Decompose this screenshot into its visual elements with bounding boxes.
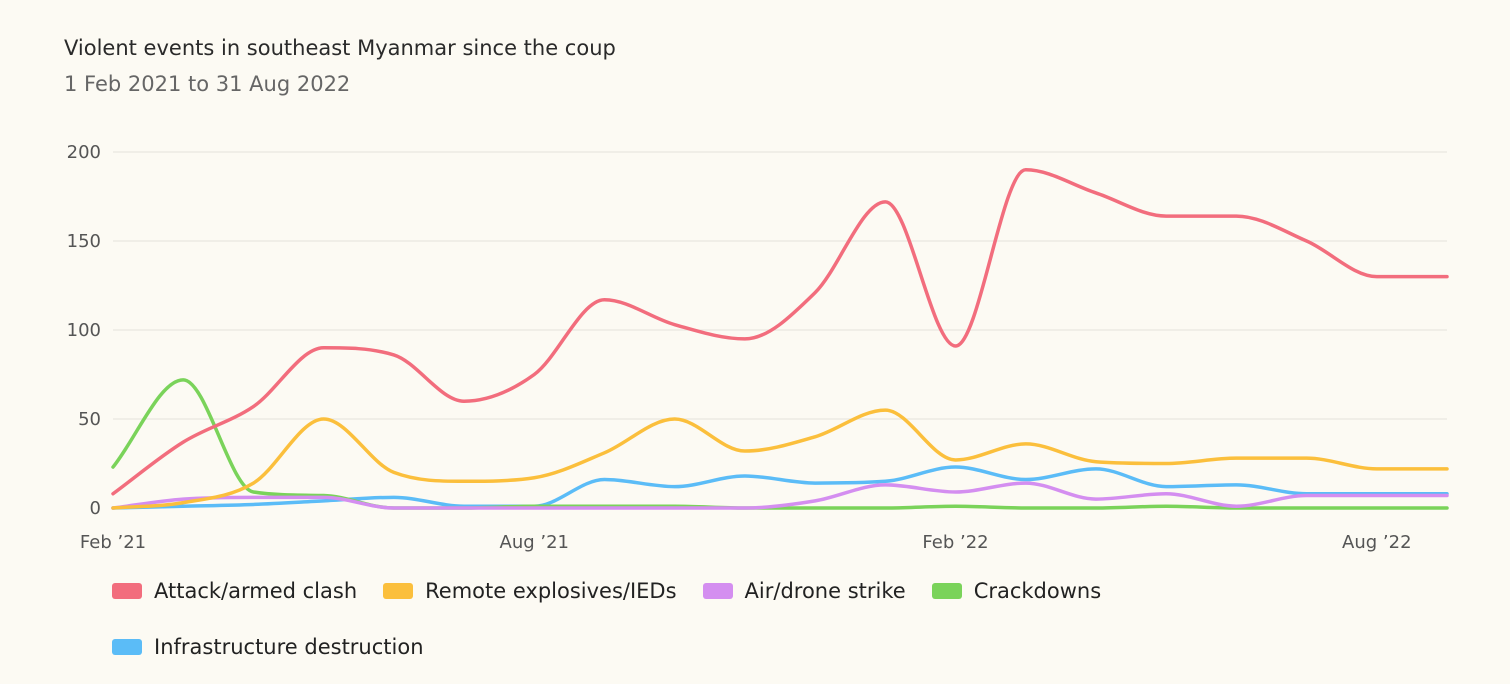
y-tick-label: 150 — [67, 231, 101, 252]
series-line-crackdowns — [111, 378, 1449, 510]
legend-label: Infrastructure destruction — [154, 635, 424, 659]
x-tick-label: Aug ’21 — [500, 532, 570, 553]
legend-swatch — [931, 583, 962, 599]
x-tick-label: Feb ’21 — [80, 532, 146, 553]
series-line-attack-armed-clash — [111, 168, 1449, 496]
legend-label: Attack/armed clash — [154, 579, 358, 603]
legend-item[interactable]: Remote explosives/IEDs — [383, 577, 677, 605]
legend-swatch — [702, 583, 733, 599]
legend: Attack/armed clash Remote explosives/IEDs… — [112, 577, 1212, 661]
legend-item[interactable]: Air/drone strike — [702, 577, 906, 605]
y-tick-label: 0 — [90, 498, 101, 519]
axis-layer: 0 50 100 150 200 Feb ’21 Aug ’21 Feb ’22 Aug ’22 — [67, 142, 1412, 553]
series-line-infrastructure-destruction — [111, 465, 1449, 510]
legend-item[interactable]: Attack/armed clash — [112, 577, 357, 605]
series-line-air-drone-strike — [111, 481, 1449, 510]
y-tick-label: 200 — [67, 142, 101, 163]
legend-label: Remote explosives/IEDs — [425, 579, 677, 603]
y-tick-label: 50 — [78, 409, 101, 430]
series-line-remote-explosives-ieds — [111, 408, 1449, 510]
legend-item[interactable]: Infrastructure destruction — [112, 633, 424, 661]
x-tick-label: Feb ’22 — [922, 532, 988, 553]
y-tick-label: 100 — [67, 320, 101, 341]
legend-label: Crackdowns — [973, 579, 1102, 603]
legend-swatch — [383, 583, 414, 599]
legend-label: Air/drone strike — [744, 579, 906, 603]
legend-swatch — [112, 583, 142, 599]
chart-title: Violent events in southeast Myanmar sinc… — [64, 36, 616, 60]
legend-swatch — [112, 639, 142, 655]
legend-item[interactable]: Crackdowns — [931, 577, 1102, 605]
grid-layer — [113, 151, 1447, 420]
x-tick-label: Aug ’22 — [1342, 532, 1412, 553]
series-layer — [111, 168, 1449, 510]
chart-subtitle: 1 Feb 2021 to 31 Aug 2022 — [64, 72, 351, 96]
